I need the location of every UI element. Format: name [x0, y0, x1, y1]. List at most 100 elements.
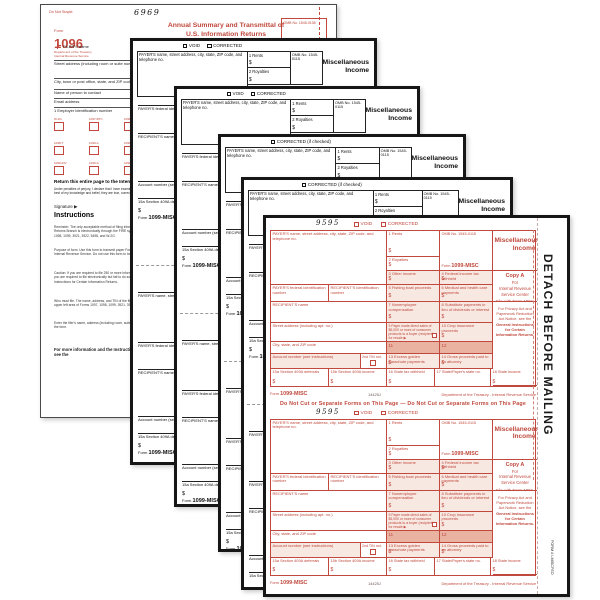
void-group: VOID	[226, 91, 244, 97]
box9-direct-sales: 9 Payer made direct sales of $5,000 or m…	[387, 511, 440, 531]
dollar-sign: $	[388, 502, 392, 509]
form-type-checkbox	[54, 146, 64, 155]
box14-attorney: 14 Gross proceeds paid to an attorney $	[440, 354, 493, 369]
title-line2: U.S. Information Returns	[185, 31, 267, 39]
corrected-checkbox	[381, 410, 386, 416]
dollar-sign: $	[388, 360, 392, 367]
box7-nonemployee: 7 Nonemployee compensation $	[387, 302, 440, 323]
box2-royalties: 2 Royalties$	[291, 116, 334, 133]
dollar-sign: $	[330, 567, 334, 573]
box4-fed-tax: 4 Federal income tax withheld $	[440, 271, 493, 285]
corrected-checkbox	[270, 139, 276, 145]
dollar-sign: $	[441, 276, 445, 283]
return-this-line: Return this entire page to the Internal …	[54, 179, 176, 184]
form-footer: Form 1099-MISC	[138, 215, 177, 221]
do-not-cut-line: Do Not Cut or Separate Forms on This Pag…	[280, 400, 526, 407]
box17: 17 State/Payer's state no.	[435, 369, 491, 386]
dollar-sign: $	[226, 304, 230, 310]
signature-line: Signature ▶	[54, 204, 78, 209]
form-type-checkbox	[89, 146, 99, 155]
dollar-sign: $	[272, 378, 276, 385]
dollar-sign: $	[441, 502, 445, 509]
second-tin-box: 2nd TIN not.	[360, 354, 386, 368]
dollar-sign: $	[492, 378, 496, 385]
filer-name-label: FILER'S name	[57, 44, 89, 50]
corrected-checkbox	[207, 43, 212, 49]
form-footer-row: Form 1099-MISC 14425J Department of the …	[270, 387, 536, 397]
street-box: Street address (including apt. no.)	[271, 511, 387, 531]
box5-fishing: 5 Fishing boat proceeds $	[387, 473, 440, 491]
box1-rents: 1 Rents $	[336, 147, 380, 164]
omb-box: OMB No. 1545-0115 Form 1099-MISC	[440, 231, 493, 271]
form-type-checkbox	[89, 122, 99, 131]
omb-box-1096: OMB No. 1545-0108	[281, 18, 327, 39]
box18: 18 State income $	[492, 557, 521, 573]
dollar-sign: $	[441, 464, 445, 471]
corrected-label: CORRECTED	[387, 222, 419, 227]
dollar-sign: $	[441, 314, 445, 321]
copy-a-block: Copy A For Internal Revenue Service Center F…	[493, 460, 537, 491]
form-code-row: 9595 VOID CORRECTED	[270, 219, 536, 230]
void-corrected-row: VOID CORRECTED	[177, 91, 335, 97]
box1-rents: 1 Rents $	[247, 51, 291, 68]
box15b: 15b Section 409A income $	[329, 369, 387, 386]
box2-royalties: 2 Royalties$	[247, 68, 291, 85]
misc-income-title: Miscellaneous Income	[365, 107, 412, 122]
email-label: Email address	[54, 98, 204, 105]
city-label: City, town or post office, state, and ZI…	[54, 78, 204, 85]
dollar-sign: $	[388, 262, 392, 269]
city-box: City, state, and ZIP code	[271, 342, 387, 354]
payer-box: PAYER'S name, street address, city, stat…	[271, 419, 387, 474]
copy-a-2up: 9595 VOID CORRECTED PAYER'S name, street…	[270, 219, 537, 586]
state-row: 15a Section 409A deferrals $ 15b Section …	[271, 557, 537, 575]
form-type-checkbox	[89, 166, 99, 175]
box11-shaded: 11	[387, 342, 440, 354]
detach-before-mailing-label: DETACH BEFORE MAILING	[541, 254, 555, 436]
sheet-1099misc-copy-a-front: 9595 VOID CORRECTED PAYER'S name, street…	[263, 215, 570, 597]
corrected-label: CORRECTED	[256, 91, 286, 96]
do-not-staple-label: Do Not Staple	[49, 10, 73, 14]
misc-income-title: Miscellaneous Income	[458, 198, 505, 213]
box13-parachute: 13 Excess golden parachute payments $	[387, 354, 440, 369]
corrected-group: CORRECTED (if checked)	[270, 139, 331, 145]
box14-attorney: 14 Gross proceeds paid to an attorney $	[440, 542, 493, 558]
dept-line2: Internal Revenue Service	[54, 54, 89, 58]
dollar-sign: $	[138, 443, 142, 449]
dollar-sign: $	[388, 567, 392, 573]
id-numbers-row: PAYER'S federal identification number REC…	[271, 285, 387, 302]
box8-substitute: 8 Substitute payments in lieu of dividen…	[440, 490, 493, 512]
form-footer: Form 1099-MISC	[138, 450, 177, 456]
catalog-number: 14425J	[368, 580, 381, 586]
form-type-cell: 1098-T	[54, 141, 80, 155]
red-alignment-dashes	[532, 230, 534, 480]
street-label: Street address (including room or suite …	[54, 60, 204, 67]
form-code-9595: 9595	[316, 407, 340, 416]
form-footer-row: Form 1099-MISC 14425J Department of the …	[270, 576, 536, 586]
copy-a-grid: PAYER'S name, street address, city, stat…	[270, 418, 537, 576]
box1-rents: 1 Rents $	[387, 231, 440, 257]
form-type-cell: 1097-BTC	[89, 117, 115, 131]
form-code-6969: 6969	[134, 8, 161, 17]
void-checkbox	[354, 222, 359, 227]
dollar-sign: $	[374, 199, 378, 205]
copy-a-block: Copy A For Internal Revenue Service Center F…	[493, 271, 537, 302]
dollar-sign: $	[388, 378, 392, 385]
form-type-cell: 1099-DIV	[54, 161, 80, 175]
void-label: VOID	[360, 222, 373, 227]
street-box: Street address (including apt. no.)	[271, 323, 387, 342]
box9-direct-sales: 9 Payer made direct sales of $5,000 or m…	[387, 323, 440, 342]
corner-bracket	[57, 45, 61, 49]
privacy-notice: For Privacy Act and Paperwork Reduction …	[493, 491, 537, 575]
copy-a-grid: PAYER'S name, street address, city, stat…	[270, 230, 537, 387]
box2-royalties: 2 Royalties$	[387, 257, 440, 271]
form-number: Form 1099-MISC	[441, 262, 479, 269]
dollar-sign: $	[182, 256, 186, 262]
ein-label: 1 Employer identification number	[54, 107, 204, 114]
city-box: City, state, and ZIP code	[271, 530, 387, 543]
box1-rents: 1 Rents $	[387, 419, 440, 446]
void-corrected-row: VOID CORRECTED	[354, 222, 420, 227]
box12-shaded: 12	[440, 530, 493, 543]
form-footer: Form 1099-MISC	[182, 498, 221, 504]
account-number-box: Account number (see instructions)	[271, 542, 360, 557]
